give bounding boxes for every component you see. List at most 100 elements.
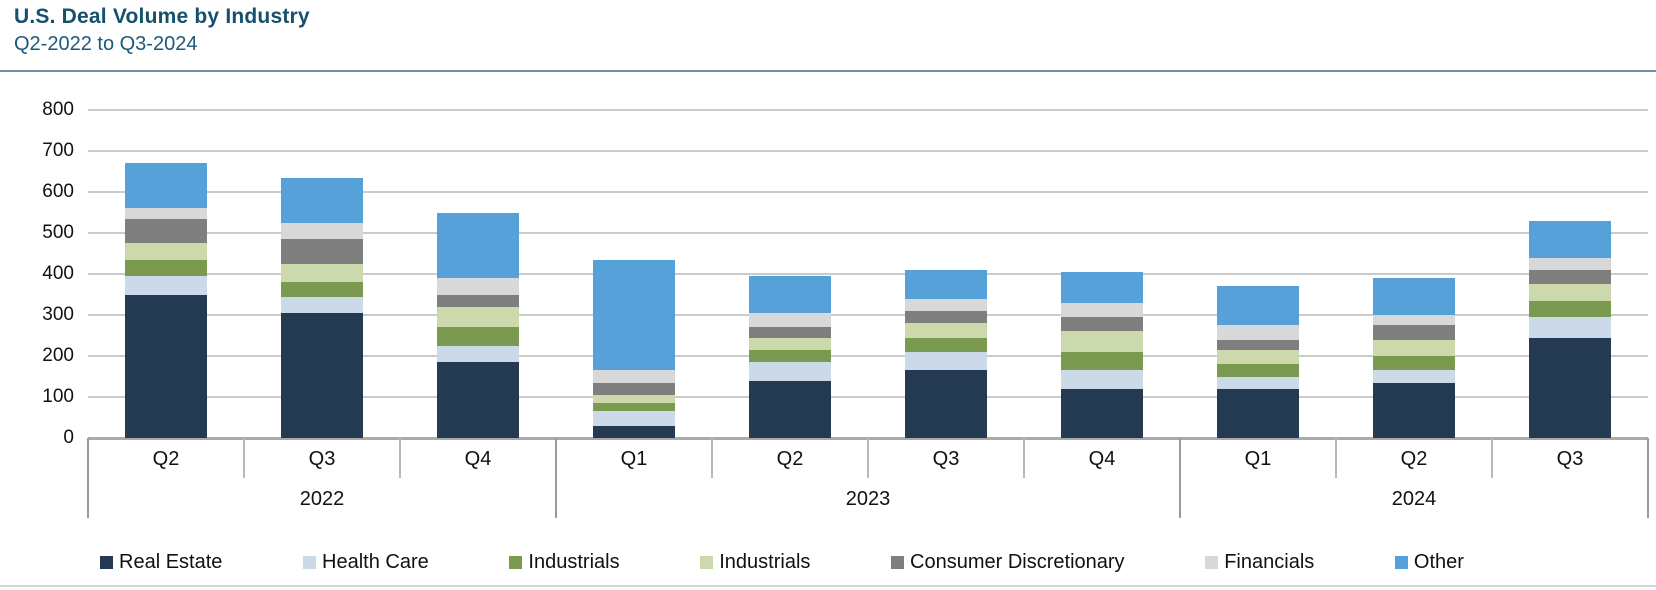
- legend-label: Consumer Discretionary: [910, 551, 1125, 573]
- bar-segment: [905, 370, 987, 438]
- bar-group: [749, 276, 831, 438]
- legend-item: Health Care: [303, 551, 429, 574]
- bar-segment: [281, 282, 363, 297]
- bar-segment: [593, 259, 675, 371]
- bar-segment: [1217, 388, 1299, 438]
- bar-segment: [905, 298, 987, 311]
- bar-segment: [1373, 278, 1455, 316]
- quarter-tick: [1491, 438, 1493, 478]
- bar-segment: [1061, 272, 1143, 303]
- bar-group: [1061, 272, 1143, 438]
- quarter-tick: [243, 438, 245, 478]
- bar-segment: [749, 276, 831, 313]
- bar-group: [1373, 278, 1455, 438]
- bar-segment: [593, 370, 675, 383]
- bar-group: [125, 163, 207, 438]
- legend-swatch-icon: [100, 556, 113, 569]
- bar-segment: [1217, 376, 1299, 389]
- bar-group: [905, 269, 987, 438]
- bar-cell: [244, 110, 400, 438]
- gridline: [88, 232, 1648, 234]
- bar-segment: [437, 345, 519, 363]
- legend-swatch-icon: [891, 556, 905, 569]
- bar-cell: [712, 110, 868, 438]
- y-tick-label: 700: [42, 140, 74, 161]
- gridline: [88, 396, 1648, 398]
- bar-segment: [1373, 382, 1455, 438]
- bar-segment: [1529, 317, 1611, 338]
- bar-segment: [1061, 302, 1143, 318]
- bar-segment: [1061, 351, 1143, 371]
- bar-segment: [593, 382, 675, 395]
- bar-segment: [125, 208, 207, 219]
- quarter-label: Q4: [464, 448, 492, 470]
- bar-segment: [593, 394, 675, 404]
- quarter-tick: [867, 438, 869, 478]
- y-tick-label: 300: [42, 304, 74, 325]
- legend-swatch-icon: [700, 556, 714, 569]
- quarter-label: Q4: [1088, 448, 1116, 470]
- legend-item: Consumer Discretionary: [891, 551, 1125, 574]
- gridline: [88, 355, 1648, 357]
- bar-segment: [1217, 339, 1299, 350]
- bar-segment: [1061, 370, 1143, 389]
- bar-segment: [281, 312, 363, 438]
- y-tick-label: 500: [42, 222, 74, 243]
- bar-segment: [281, 296, 363, 313]
- legend-swatch-icon: [509, 556, 523, 569]
- bar-segment: [1529, 300, 1611, 318]
- bar-segment: [905, 337, 987, 352]
- year-boundary-tick: [1179, 438, 1181, 518]
- quarter-label: Q1: [1244, 448, 1272, 470]
- gridline: [88, 314, 1648, 316]
- bar-segment: [281, 222, 363, 240]
- legend-swatch-icon: [1205, 556, 1219, 569]
- bar-group: [281, 177, 363, 438]
- quarter-label: Q2: [152, 448, 180, 470]
- bar-segment: [1529, 257, 1611, 270]
- bar-segment: [281, 239, 363, 264]
- bar-segment: [905, 323, 987, 338]
- legend: Real Estate Health Care Industrials Industr…: [100, 551, 1464, 574]
- bar-group: [1217, 286, 1299, 438]
- y-tick-label: 200: [42, 345, 74, 366]
- quarter-label: Q2: [776, 448, 804, 470]
- quarter-label: Q3: [308, 448, 336, 470]
- bar-segment: [437, 294, 519, 307]
- legend-swatch-icon: [303, 556, 317, 569]
- bar-segment: [437, 306, 519, 328]
- legend-label: Real Estate: [119, 551, 223, 573]
- legend-item: Financials: [1205, 551, 1314, 574]
- y-tick-label: 0: [63, 427, 74, 448]
- legend-swatch-icon: [1394, 556, 1408, 569]
- bar-segment: [125, 243, 207, 260]
- bar-cell: [556, 110, 712, 438]
- bar-cells: [88, 110, 1648, 438]
- legend-label: Industrials: [528, 551, 620, 573]
- legend-item: Industrials: [509, 551, 620, 574]
- legend-item: Real Estate: [100, 551, 222, 574]
- gridline: [88, 191, 1648, 193]
- bar-segment: [1529, 337, 1611, 438]
- bar-segment: [1061, 388, 1143, 438]
- year-label: 2023: [845, 488, 891, 510]
- bar-cell: [868, 110, 1024, 438]
- bar-segment: [1373, 370, 1455, 383]
- bar-segment: [1529, 220, 1611, 258]
- bar-cell: [1492, 110, 1648, 438]
- plot-area: [88, 109, 1648, 439]
- bar-segment: [749, 327, 831, 338]
- bar-segment: [593, 411, 675, 426]
- legend-label: Industrials: [719, 551, 811, 573]
- y-tick-label: 600: [42, 181, 74, 202]
- bar-cell: [88, 110, 244, 438]
- gridline: [88, 150, 1648, 152]
- bar-segment: [749, 337, 831, 350]
- bar-segment: [281, 177, 363, 223]
- bar-segment: [1373, 315, 1455, 326]
- bottom-rule: [0, 585, 1656, 587]
- bar-group: [1529, 220, 1611, 438]
- bar-segment: [1061, 317, 1143, 332]
- bar-segment: [125, 276, 207, 295]
